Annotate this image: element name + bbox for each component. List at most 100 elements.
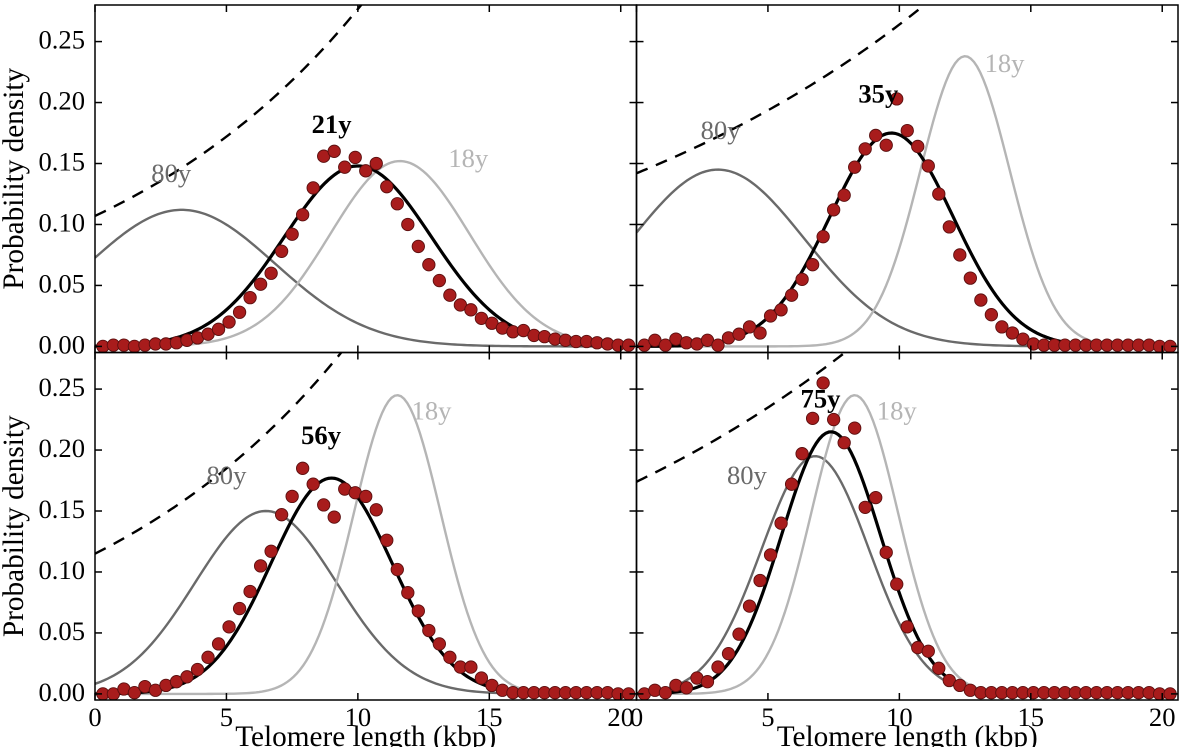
data-point — [806, 259, 818, 271]
data-point — [659, 686, 671, 698]
data-point — [433, 638, 445, 650]
x-tick-label: 20 — [1149, 702, 1176, 732]
curve-dashed — [95, 0, 369, 216]
curve-main — [95, 166, 634, 346]
data-point — [712, 339, 724, 351]
data-point — [775, 517, 787, 529]
data-point — [838, 437, 850, 449]
data-point — [296, 209, 308, 221]
y-tick-label: 0.15 — [38, 147, 85, 177]
data-point — [870, 129, 882, 141]
data-point — [223, 621, 235, 633]
label-18y: 18y — [985, 48, 1026, 78]
data-point — [444, 651, 456, 663]
curve-80y — [637, 170, 1176, 347]
panel-p21: 80y18y21y0.000.050.100.150.200.25 — [38, 0, 636, 359]
y-tick-label: 0.05 — [38, 616, 85, 646]
curve-18y — [95, 395, 634, 694]
plot-area — [637, 0, 1177, 353]
label-18y: 18y — [412, 396, 453, 426]
x-tick-label: 0 — [88, 702, 101, 732]
data-point — [381, 180, 393, 192]
data-point — [912, 140, 924, 152]
data-point — [381, 534, 393, 546]
figure-svg: 80y 18y 21y 0.00 0.05 0.10 0.15 0.20 0.25 80y18y3… — [0, 0, 1181, 747]
data-point — [212, 323, 224, 335]
data-point — [202, 651, 214, 663]
x-tick-label: 5 — [761, 702, 774, 732]
label-80y: 80y — [727, 460, 768, 490]
data-point — [954, 249, 966, 261]
data-point — [360, 490, 372, 502]
y-tick-label: 0.10 — [38, 555, 85, 585]
curve-80y — [637, 456, 1176, 694]
panel-p35: 80y18y35y — [637, 0, 1179, 353]
data-point — [181, 671, 193, 683]
data-point — [848, 161, 860, 173]
data-point — [328, 145, 340, 157]
data-point — [254, 560, 266, 572]
y-tick-label: 0.15 — [38, 494, 85, 524]
data-point — [286, 228, 298, 240]
data-point — [286, 490, 298, 502]
label-main-age: 21y — [312, 109, 353, 139]
curve-main — [637, 133, 1176, 346]
data-point — [412, 240, 424, 252]
x-axis-title: Telomere length (kbp) — [235, 721, 496, 747]
data-point — [475, 672, 487, 684]
curve-80y — [95, 511, 634, 694]
y-tick-label: 0.20 — [38, 86, 85, 116]
y-tick-label: 0.25 — [38, 372, 85, 402]
data-point — [870, 491, 882, 503]
data-point — [701, 676, 713, 688]
data-point — [307, 478, 319, 490]
data-point — [891, 578, 903, 590]
data-point — [827, 204, 839, 216]
data-point — [233, 306, 245, 318]
y-axis-title: Probability density — [0, 67, 30, 289]
data-point — [775, 304, 787, 316]
curve-main — [637, 432, 1176, 694]
data-point — [680, 682, 692, 694]
figure-container: 80y 18y 21y 0.00 0.05 0.10 0.15 0.20 0.25 80y18y3… — [0, 0, 1181, 747]
data-point — [317, 499, 329, 511]
y-tick-label: 0.20 — [38, 433, 85, 463]
data-point — [764, 549, 776, 561]
data-point — [349, 151, 361, 163]
data-point — [391, 563, 403, 575]
curve-18y — [637, 56, 1176, 346]
data-point — [244, 585, 256, 597]
data-point — [785, 478, 797, 490]
data-point — [880, 139, 892, 151]
data-point — [370, 157, 382, 169]
label-main-age: 56y — [301, 420, 342, 450]
data-point — [722, 647, 734, 659]
data-point — [296, 462, 308, 474]
panel-p56: 80y18y56y051015200.000.050.100.150.200.2… — [38, 341, 636, 732]
data-point — [796, 448, 808, 460]
data-point — [901, 621, 913, 633]
data-point — [712, 661, 724, 673]
data-point — [465, 304, 477, 316]
data-point — [796, 273, 808, 285]
data-point — [754, 574, 766, 586]
data-point — [743, 600, 755, 612]
y-tick-label: 0.00 — [38, 677, 85, 707]
y-tick-label: 0.05 — [38, 268, 85, 298]
data-point — [339, 161, 351, 173]
data-point — [922, 160, 934, 172]
data-point — [244, 291, 256, 303]
data-point — [191, 663, 203, 675]
data-point — [964, 272, 976, 284]
data-point — [391, 198, 403, 210]
data-point — [901, 124, 913, 136]
panel-frame — [95, 353, 637, 701]
data-point — [933, 188, 945, 200]
data-point — [933, 662, 945, 674]
panel-p75: 80y18y75y05101520 — [630, 343, 1178, 732]
data-point — [817, 230, 829, 242]
data-point — [465, 661, 477, 673]
x-axis-title: Telomere length (kbp) — [777, 721, 1038, 747]
data-point — [848, 422, 860, 434]
data-point — [785, 289, 797, 301]
